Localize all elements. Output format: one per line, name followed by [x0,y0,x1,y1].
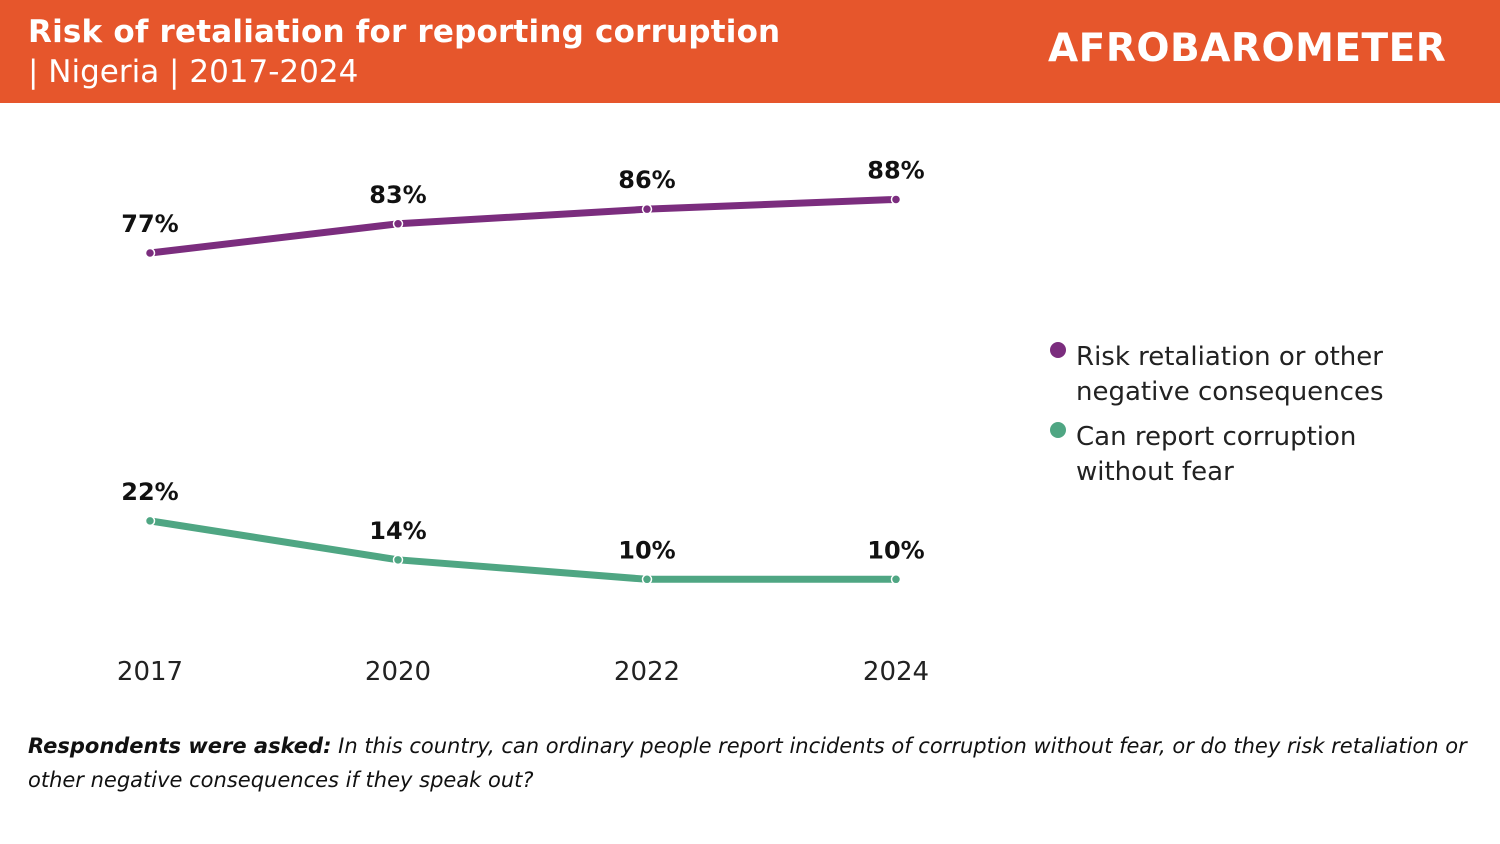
legend-item-no-fear: Can report corruption without fear [1048,420,1448,490]
line-chart: 77% 83% 86% 88% 22% 14% 10% 10% 2017 2020 2022 2024 [117,156,929,687]
afrobarometer-logo: AFROBAROMETER [1048,26,1447,71]
legend-item-risk: Risk retaliation or other negative conse… [1048,340,1448,410]
legend-label-risk: Risk retaliation or other negative conse… [1076,342,1384,407]
data-point-1-1 [392,554,404,566]
header-banner: Risk of retaliation for reporting corrup… [0,0,1500,103]
legend-dot-risk [1050,342,1066,358]
data-label-0-2: 86% [618,166,675,194]
chart-title: Risk of retaliation for reporting corrup… [28,14,781,50]
legend: Risk retaliation or other negative conse… [1048,340,1448,500]
chart-subtitle: | Nigeria | 2017-2024 [28,54,359,90]
data-label-0-0: 77% [121,210,178,238]
data-point-0-2 [641,203,653,215]
legend-dot-no-fear [1050,422,1066,438]
data-label-1-1: 14% [369,517,426,545]
data-label-1-0: 22% [121,478,178,506]
series-line-1 [146,517,900,583]
data-point-1-2 [641,574,653,585]
data-label-0-3: 88% [867,156,924,184]
data-point-0-3 [890,194,902,205]
x-tick-label-2: 2022 [614,657,680,687]
x-tick-label-3: 2024 [863,657,929,687]
footnote-question: In this country, can ordinary people rep… [28,734,1467,792]
data-point-1-0 [144,515,156,527]
data-point-1-3 [890,574,902,585]
data-point-0-1 [392,218,404,230]
data-point-0-0 [144,247,156,259]
legend-label-no-fear: Can report corruption without fear [1076,422,1357,487]
x-tick-label-0: 2017 [117,657,183,687]
series-line-0 [146,195,900,257]
footnote: Respondents were asked: In this country,… [28,729,1468,797]
data-label-1-2: 10% [618,536,675,564]
footnote-lead: Respondents were asked: [28,734,332,758]
x-tick-label-1: 2020 [365,657,431,687]
data-label-1-3: 10% [867,536,924,564]
data-label-0-1: 83% [369,181,426,209]
